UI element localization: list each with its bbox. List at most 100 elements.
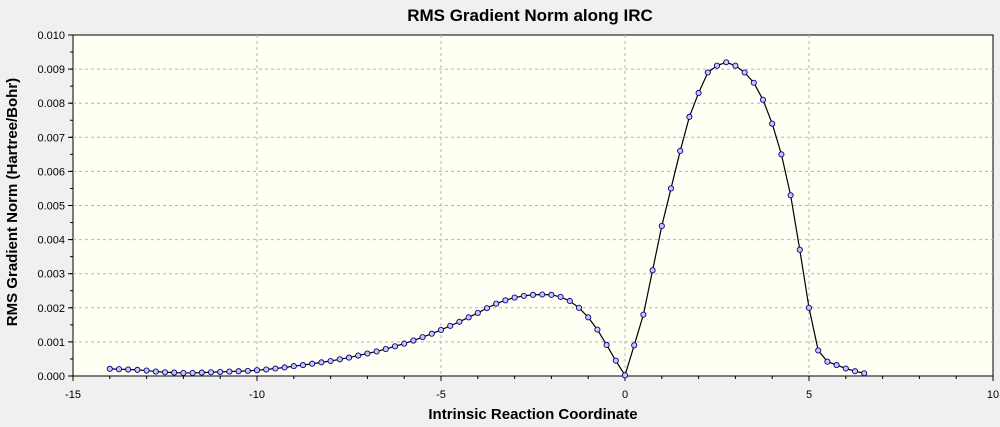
data-point [382,346,389,353]
data-point [281,364,288,371]
data-point [631,342,638,349]
data-point [575,304,583,311]
data-point [272,365,279,372]
data-point [217,368,224,375]
data-point [750,79,757,86]
data-point [401,340,408,347]
data-point [364,350,371,357]
y-tick-label: 0.002 [37,303,65,315]
y-tick-label: 0.005 [37,201,65,213]
x-tick-label: -15 [65,389,81,401]
data-point [787,192,794,199]
y-tick-label: 0.004 [37,235,65,247]
data-point [566,297,573,305]
data-point [244,367,251,374]
data-point [345,354,353,361]
data-point [704,69,711,76]
data-point [373,348,380,355]
data-point [805,304,813,311]
data-point [741,69,748,76]
data-point [511,294,518,301]
data-point [677,147,684,154]
data-point [336,356,343,363]
data-points [106,59,868,379]
y-tick-label: 0.001 [37,337,65,349]
y-tick-label: 0.009 [37,64,65,76]
data-point [299,362,307,369]
data-point [171,369,178,376]
x-axis-label: Intrinsic Reaction Coordinate [428,406,637,423]
data-point [198,369,205,376]
data-point [419,334,426,341]
data-point [658,222,665,230]
data-point [769,120,776,127]
y-tick-label: 0.006 [37,166,65,178]
data-point [539,291,546,298]
data-point [548,291,555,298]
data-point [456,318,463,325]
data-point [235,368,242,375]
data-point [437,326,445,334]
data-point [391,343,399,350]
y-tick-label: 0.010 [37,30,65,42]
data-point [355,352,362,359]
x-tick-label: -5 [436,389,446,401]
x-tick-label: 0 [622,389,628,401]
data-point [465,314,472,321]
data-point [115,366,123,373]
data-point [125,366,132,373]
data-point [327,357,334,365]
data-point [410,337,417,344]
x-tick-label: -10 [249,389,265,401]
data-point [318,359,325,366]
data-point [180,369,187,376]
chart-title: RMS Gradient Norm along IRC [407,6,653,25]
data-point [161,369,169,376]
y-tick-label: 0.007 [37,132,65,144]
data-point [667,185,675,192]
data-point [778,151,785,158]
data-point [152,368,159,375]
data-point [796,246,803,253]
data-point [143,367,150,374]
data-point [520,292,527,299]
data-point [502,297,509,304]
data-point [612,357,619,364]
data-point [824,358,831,365]
data-point [207,369,215,376]
x-tick-label: 5 [806,389,812,401]
data-point [732,62,739,69]
data-point [557,293,564,300]
data-point [621,372,629,379]
data-point [447,322,454,329]
data-point [483,305,491,312]
data-point [713,62,721,69]
data-point [640,311,647,318]
data-point [253,367,261,374]
data-point [226,368,233,375]
data-point [585,314,592,321]
x-tick-label: 10 [987,389,999,401]
data-point [723,59,730,66]
data-point [263,366,270,373]
y-axis: 0.000 0.001 0.002 0.003 0.004 0.005 0.006 0.007… [37,30,73,383]
y-axis-label: RMS Gradient Norm (Hartree/Bohr) [4,78,21,326]
data-point [686,113,693,120]
data-point [594,326,601,333]
data-point [649,267,656,274]
data-point [815,347,822,354]
data-point [106,365,113,372]
data-point [529,291,537,298]
grid-lines [73,35,993,376]
y-tick-label: 0.008 [37,98,65,110]
data-point [493,300,500,307]
data-point [861,370,868,377]
data-point [290,363,297,370]
data-point [842,365,849,372]
data-point [309,360,316,367]
data-point [695,89,702,97]
data-point [189,369,196,376]
data-point [474,309,481,316]
